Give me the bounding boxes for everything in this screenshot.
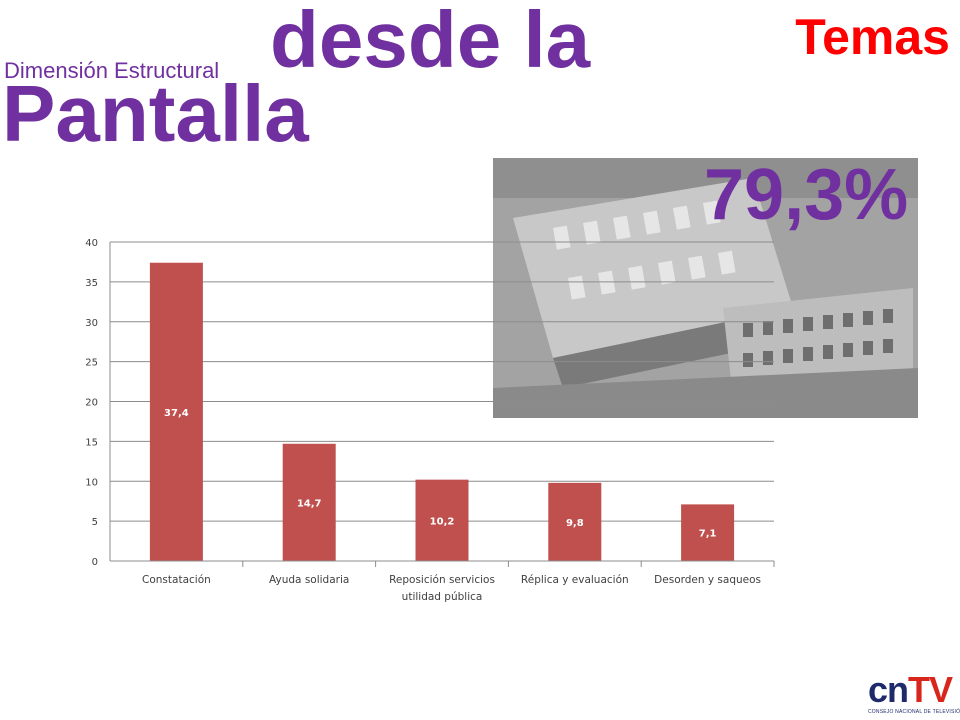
bar [548, 482, 602, 561]
x-tick-label: Desorden y saqueos [654, 574, 761, 586]
y-tick-label: 15 [85, 437, 98, 448]
y-tick-label: 0 [92, 557, 98, 568]
y-tick-label: 35 [85, 278, 98, 289]
x-tick-label: Ayuda solidaria [269, 574, 349, 586]
y-tick-label: 20 [85, 398, 98, 409]
x-tick-label: utilidad pública [402, 591, 483, 603]
y-tick-label: 25 [85, 358, 98, 369]
data-label: 9,8 [566, 518, 584, 529]
bar [149, 262, 203, 561]
section-label: Temas [795, 9, 950, 65]
x-tick-label: Réplica y evaluación [521, 574, 629, 586]
data-label: 7,1 [699, 529, 717, 540]
collapsed-building-photo [493, 158, 918, 418]
y-tick-label: 10 [85, 477, 98, 488]
logo-tv: TV [908, 669, 953, 710]
data-label: 10,2 [430, 516, 455, 527]
subtitle: Dimensión Estructural [4, 58, 220, 83]
y-tick-label: 40 [85, 238, 98, 249]
highlight-percent: 79,3% [704, 155, 909, 235]
bar [415, 479, 469, 561]
logo-subtext: CONSEJO NACIONAL DE TELEVISIÓN [868, 709, 960, 715]
title-line-1: desde la [270, 0, 591, 84]
data-label: 37,4 [164, 408, 189, 419]
photo-illustration [493, 158, 918, 418]
y-tick-label: 30 [85, 318, 98, 329]
bar [681, 504, 735, 561]
data-label: 14,7 [297, 498, 322, 509]
cntv-logo: cnTV CONSEJO NACIONAL DE TELEVISIÓN [868, 669, 960, 718]
y-tick-label: 5 [92, 517, 98, 528]
x-tick-label: Reposición servicios [389, 574, 495, 586]
x-tick-label: Constatación [142, 574, 211, 586]
logo-cn: cn [868, 669, 909, 710]
title-line-2: Pantalla [2, 69, 309, 158]
bar [282, 443, 336, 561]
